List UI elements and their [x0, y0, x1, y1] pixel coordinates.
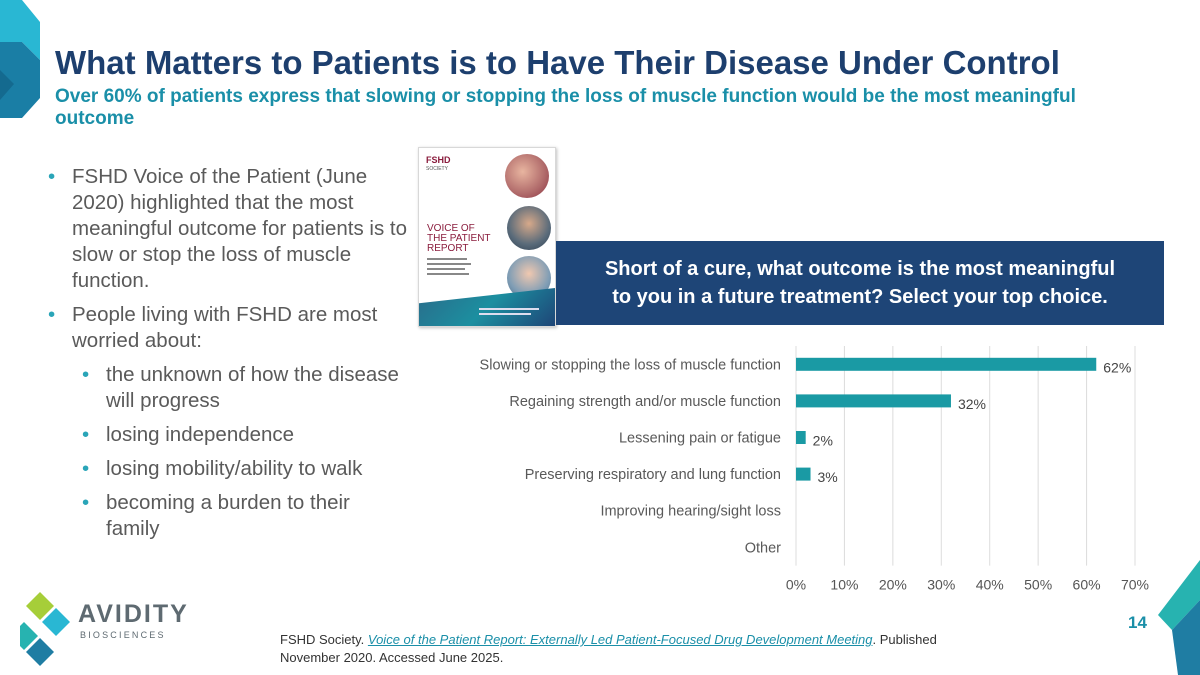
sub-bullet-item: becoming a burden to their family	[82, 490, 408, 542]
footnote-prefix: FSHD Society.	[280, 632, 368, 647]
bar	[796, 357, 1097, 371]
report-cover-org: FSHD SOCIETY	[426, 155, 451, 173]
survey-question-box: Short of a cure, what outcome is the mos…	[556, 241, 1164, 325]
x-tick-label: 10%	[830, 577, 858, 593]
x-tick-label: 30%	[927, 577, 955, 593]
page-number: 14	[1128, 613, 1147, 632]
report-cover-image: FSHD SOCIETY VOICE OF THE PATIENT REPORT	[418, 147, 556, 327]
category-label: Slowing or stopping the loss of muscle f…	[480, 357, 781, 373]
logo-mark-icon	[20, 592, 70, 666]
question-line: Short of a cure, what outcome is the mos…	[604, 258, 1116, 280]
slide-subtitle: Over 60% of patients express that slowin…	[55, 86, 1076, 129]
bar	[796, 394, 951, 408]
category-label: Preserving respiratory and lung function	[525, 467, 781, 483]
corner-decoration-top	[0, 0, 40, 118]
x-tick-label: 0%	[786, 577, 806, 593]
bullet-item: People living with FSHD are most worried…	[48, 302, 408, 354]
slide-title: What Matters to Patients is to Have Thei…	[55, 44, 1060, 81]
sub-bullet-item: losing mobility/ability to walk	[82, 456, 408, 482]
sub-bullet-item: the unknown of how the disease will prog…	[82, 362, 408, 414]
x-tick-label: 50%	[1024, 577, 1052, 593]
cover-bottom-band	[419, 288, 555, 326]
bullet-item: FSHD Voice of the Patient (June 2020) hi…	[48, 164, 408, 294]
bar-chart: 0% 10% 20% 30% 40% 50% 60% 70% Slowing or stoppi…	[480, 346, 1149, 593]
x-tick-label: 70%	[1121, 577, 1149, 593]
bullet-list: FSHD Voice of the Patient (June 2020) hi…	[48, 164, 408, 550]
sub-bullet-item: losing independence	[82, 422, 408, 448]
question-line: to you in a future treatment? Select you…	[612, 286, 1108, 308]
report-cover-title: VOICE OF THE PATIENT REPORT	[427, 223, 491, 254]
cover-photo-circle	[507, 206, 551, 250]
logo-tagline: BIOSCIENCES	[80, 630, 166, 640]
report-link[interactable]: Voice of the Patient Report: Externally …	[367, 632, 873, 647]
data-label: 62%	[1103, 359, 1131, 375]
bar	[796, 467, 811, 481]
bar	[796, 431, 806, 444]
x-tick-label: 60%	[1073, 577, 1101, 593]
x-tick-label: 40%	[976, 577, 1004, 593]
logo-name: AVIDITY	[78, 600, 189, 628]
cover-photo-circle	[505, 154, 549, 198]
data-label: 32%	[958, 396, 986, 412]
category-label: Regaining strength and/or muscle functio…	[509, 394, 781, 410]
footnote-suffix: . Published November 2020. Accessed June…	[280, 632, 937, 665]
report-cover-text-lines	[427, 258, 477, 278]
category-label: Other	[745, 540, 781, 556]
data-label: 3%	[818, 469, 838, 485]
footnote: FSHD Society. Voice of the Patient Repor…	[280, 631, 980, 667]
category-label: Lessening pain or fatigue	[619, 431, 781, 447]
data-label: 2%	[813, 433, 833, 449]
x-tick-label: 20%	[879, 577, 907, 593]
category-label: Improving hearing/sight loss	[600, 504, 781, 520]
corner-decoration-bottom	[1158, 560, 1200, 675]
company-logo: AVIDITY BIOSCIENCES	[20, 590, 190, 670]
